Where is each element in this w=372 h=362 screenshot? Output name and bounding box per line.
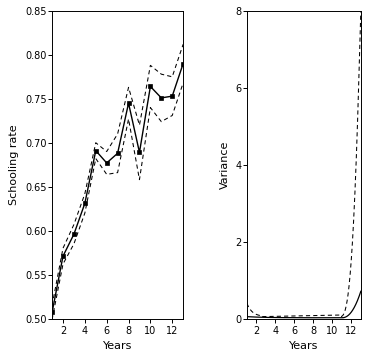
X-axis label: Years: Years	[289, 341, 318, 351]
X-axis label: Years: Years	[103, 341, 132, 351]
Y-axis label: Variance: Variance	[219, 140, 230, 189]
Y-axis label: Schooling rate: Schooling rate	[9, 125, 19, 205]
